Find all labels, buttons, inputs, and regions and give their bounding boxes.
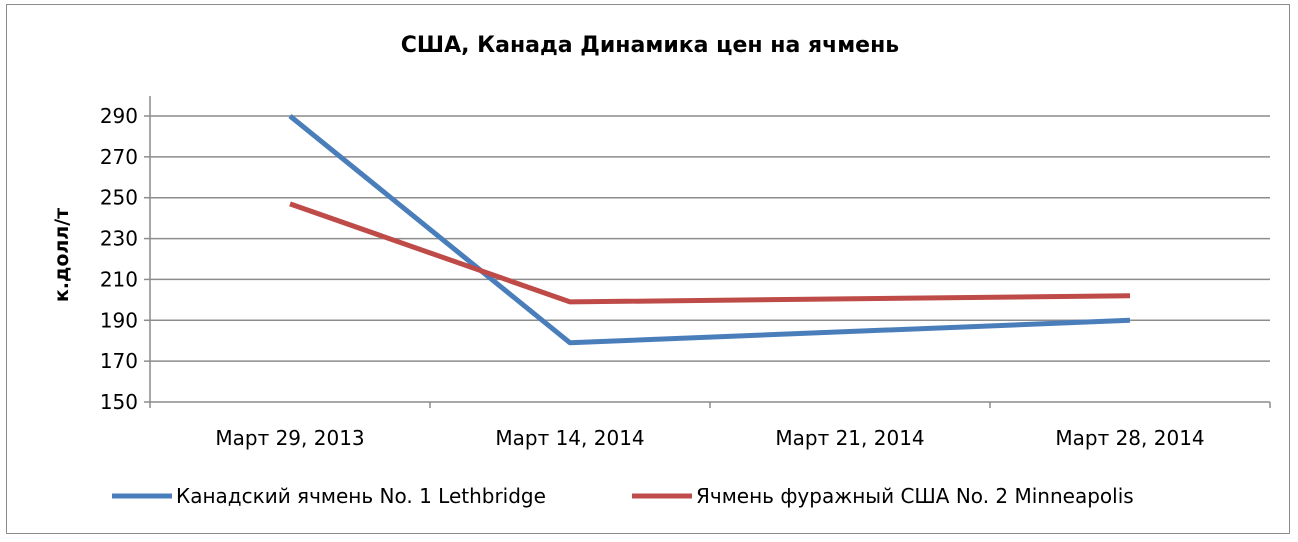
chart-frame [6, 4, 1290, 534]
y-tick-label: 230 [100, 227, 138, 251]
y-tick-label: 250 [100, 186, 138, 210]
x-tick-label: Март 14, 2014 [495, 426, 644, 450]
y-tick-label: 170 [100, 349, 138, 373]
legend-label: Канадский ячмень No. 1 Lethbridge [176, 484, 546, 508]
legend: Канадский ячмень No. 1 Lethbridge Ячмень … [112, 484, 1134, 508]
y-tick-label: 270 [100, 145, 138, 169]
chart-title: США, Канада Динамика цен на ячмень [401, 33, 899, 58]
legend-label: Ячмень фуражный США No. 2 Minneapolis [696, 484, 1134, 508]
y-tick-label: 290 [100, 104, 138, 128]
x-tick-label: Март 28, 2014 [1055, 426, 1204, 450]
axes [149, 96, 1271, 408]
series-line-1 [288, 114, 1131, 346]
y-tick-label: 190 [100, 308, 138, 332]
x-tick-labels: Март 29, 2013 Март 14, 2014 Март 21, 2014 М… [215, 426, 1204, 450]
gridlines [144, 115, 1270, 403]
x-tick-label: Март 29, 2013 [215, 426, 364, 450]
y-tick-label: 210 [100, 267, 138, 291]
y-tick-labels: 150 170 190 210 230 250 270 290 [100, 104, 138, 414]
series-line-2 [289, 201, 1131, 305]
x-tick-label: Март 21, 2014 [775, 426, 924, 450]
y-tick-label: 150 [100, 390, 138, 414]
y-axis-label: к.долл/т [51, 208, 73, 302]
series-lines [288, 114, 1131, 346]
